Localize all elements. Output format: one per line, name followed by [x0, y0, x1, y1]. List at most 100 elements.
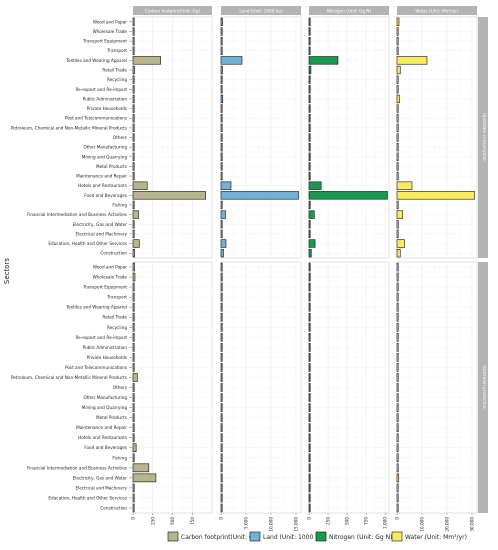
- bar: [396, 403, 399, 412]
- bar: [396, 75, 399, 84]
- category-label: Construction: [100, 251, 127, 256]
- legend: Carbon footprint(Unit: Gg) Land (Unit: 10…: [167, 531, 467, 542]
- legend-swatch: [315, 531, 327, 542]
- legend-swatch: [391, 531, 403, 542]
- bar: [220, 262, 223, 272]
- bar: [220, 133, 223, 142]
- bar: [220, 114, 223, 123]
- category-label: Private Households: [87, 355, 127, 360]
- bar: [308, 433, 311, 443]
- x-tick-label: 20,000: [445, 517, 450, 532]
- bar: [308, 503, 311, 513]
- bar: [132, 383, 135, 392]
- bar: [132, 46, 135, 55]
- bar: [308, 383, 311, 392]
- bar: [220, 249, 224, 258]
- bar: [308, 114, 311, 123]
- bar: [308, 142, 311, 152]
- bar: [220, 36, 223, 46]
- category-label: Fishing: [112, 202, 127, 207]
- bar: [308, 353, 311, 362]
- bar: [132, 322, 135, 332]
- bar: [132, 75, 135, 84]
- x-tick-label: 10,000: [420, 517, 425, 532]
- bar: [220, 403, 223, 412]
- bar: [132, 191, 206, 200]
- bar: [308, 36, 311, 46]
- category-label: Financial Intermediation and Business Ac…: [27, 465, 127, 470]
- bar: [132, 94, 135, 104]
- x-tick-label: 500: [345, 517, 350, 525]
- bar: [396, 302, 399, 312]
- bar: [220, 123, 223, 133]
- bar: [220, 220, 223, 229]
- column-strip-label: Water (Unit: Mm³/yr): [415, 9, 459, 14]
- legend-label: Carbon footprint(Unit: Gg): [181, 534, 260, 541]
- bar: [132, 27, 135, 36]
- bar: [132, 443, 137, 453]
- category-label: Re-export and Re-import: [75, 87, 127, 92]
- bar: [396, 453, 399, 463]
- bar: [132, 292, 135, 302]
- bar: [220, 363, 223, 372]
- bar: [132, 123, 135, 133]
- bar: [132, 312, 135, 322]
- bar: [220, 343, 223, 352]
- bar: [308, 65, 312, 75]
- category-label: Transport Equipment: [82, 285, 127, 290]
- column-strip-label: Nitrogen (Unit: Gg N): [327, 9, 372, 14]
- bar: [132, 403, 135, 412]
- bar: [396, 133, 399, 142]
- legend-swatch: [249, 531, 261, 542]
- bar: [396, 393, 399, 402]
- bar: [308, 27, 311, 36]
- bar: [308, 200, 311, 210]
- category-label: Other Manufacturing: [83, 395, 127, 400]
- bar: [396, 171, 399, 181]
- bar: [308, 104, 311, 113]
- category-label: Education, Health and Other Services: [48, 495, 127, 500]
- bar: [308, 229, 311, 239]
- category-label: Maintenance and Repair: [76, 425, 127, 430]
- bar: [220, 413, 223, 422]
- category-label: Education, Health and Other Services: [48, 241, 127, 246]
- bar: [396, 249, 401, 258]
- bar: [396, 282, 399, 292]
- bar: [308, 171, 311, 181]
- bar: [308, 403, 311, 412]
- bar: [220, 272, 223, 282]
- bar: [308, 463, 311, 473]
- bar: [308, 343, 311, 352]
- bar: [132, 473, 157, 483]
- bar: [132, 493, 135, 503]
- bar: [308, 94, 311, 104]
- bar: [220, 46, 223, 55]
- bar: [396, 423, 399, 432]
- bar: [396, 272, 399, 282]
- bar: [308, 322, 311, 332]
- bar: [308, 181, 322, 190]
- row-strip-label: Upstream consumption: [482, 113, 487, 162]
- bar: [308, 133, 311, 142]
- bar: [132, 104, 135, 113]
- bar: [220, 239, 227, 248]
- bar: [220, 443, 223, 453]
- bar: [308, 292, 311, 302]
- bar: [396, 162, 399, 171]
- bar: [396, 433, 399, 443]
- bar: [220, 282, 223, 292]
- bar: [220, 85, 223, 94]
- bar: [132, 413, 135, 422]
- bar: [220, 171, 223, 181]
- category-label: Electricity, Gas and Water: [73, 222, 128, 227]
- bar: [396, 229, 399, 239]
- bar: [220, 493, 223, 503]
- bar: [132, 85, 135, 94]
- bar: [132, 249, 135, 258]
- bar: [132, 152, 135, 161]
- bar: [220, 322, 223, 332]
- legend-swatch: [167, 531, 179, 542]
- bar: [132, 133, 135, 142]
- bar: [220, 473, 223, 483]
